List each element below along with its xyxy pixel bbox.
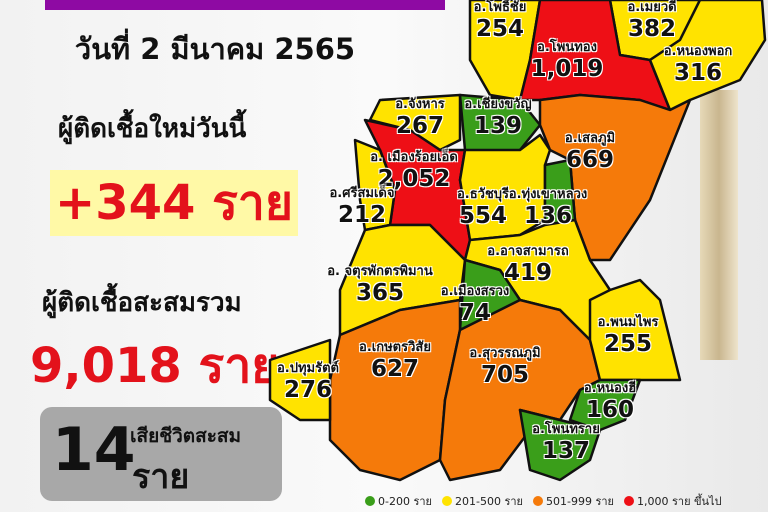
district-region (568, 378, 642, 432)
district-region (588, 278, 682, 382)
district-name: อ.อาจสามารถ (487, 244, 569, 259)
district-label: อ. เมืองร้อยเอ็ด 2,052 (370, 146, 458, 191)
district-name: อ.เสลภูมิ (564, 131, 616, 146)
district-name: อ.ปทุมรัตต์ (276, 361, 340, 376)
district-name: อ.ทุ่งเขาหลวง (508, 187, 588, 202)
district-count: 419 (503, 260, 552, 286)
district-count: 254 (475, 16, 524, 42)
cumulative-value: 9,018 ราย (30, 338, 280, 394)
district-name: อ.เชียงขวัญ (464, 97, 532, 112)
district-label: อ.ปทุมรัตต์ 276 (277, 357, 339, 402)
district-name: อ.หนองพอก (663, 44, 733, 59)
district-name: อ.โพธิ์ชัย (473, 0, 527, 15)
legend: 0-200 ราย 201-500 ราย 501-999 ราย 1,000 … (365, 492, 722, 510)
deaths-unit: ราย (132, 457, 190, 497)
district-name: อ.จังหาร (395, 97, 445, 112)
district-label: อ.สุวรรณภูมิ 705 (469, 342, 540, 387)
district-label: อ.หนองพอก 316 (664, 40, 733, 85)
district-name: อ. จตุรพักตรพิมาน (327, 264, 433, 279)
district-count: 212 (337, 202, 386, 228)
legend-label: 0-200 ราย (378, 495, 432, 508)
district-count: 160 (585, 397, 635, 423)
district-count: 365 (355, 280, 405, 306)
district-label: อ.เชียงขวัญ 139 (464, 93, 531, 138)
district-label: อ.โพนทราย 137 (532, 418, 600, 463)
district-count: 136 (523, 203, 573, 229)
district-name: อ.หนองฮี (583, 381, 637, 396)
deaths-value: 14 (52, 415, 136, 485)
legend-label: 501-999 ราย (546, 495, 614, 508)
district-count: 705 (480, 362, 529, 388)
district-region (268, 338, 332, 422)
new-cases-label: ผู้ติดเชื้อใหม่วันนี้ (58, 114, 247, 144)
district-count: 267 (395, 113, 444, 139)
district-label: อ.เกษตรวิสัย 627 (359, 336, 431, 381)
district-label: อ.โพนทอง 1,019 (531, 36, 604, 81)
district-name: อ.เมืองสรวง (440, 284, 510, 299)
district-count: 382 (627, 16, 676, 42)
district-name: อ.ศรีสมเด็จ (329, 186, 395, 201)
district-name: อ. เมืองร้อยเอ็ด (370, 150, 458, 165)
district-name: อ.เกษตรวิสัย (359, 340, 431, 355)
district-count: 139 (473, 113, 522, 139)
legend-label: 201-500 ราย (455, 495, 523, 508)
legend-item: 0-200 ราย (365, 492, 432, 510)
legend-dot-icon (533, 496, 543, 506)
district-name: อ.เมยวดี (627, 0, 677, 15)
legend-item: 201-500 ราย (442, 492, 523, 510)
district-count: 316 (673, 60, 723, 86)
legend-item: 1,000 ราย ขึ้นไป (624, 492, 722, 510)
title-banner (45, 0, 445, 10)
report-date: วันที่ 2 มีนาคม 2565 (74, 32, 356, 66)
district-count: 554 (458, 203, 508, 229)
district-label: อ.จังหาร 267 (395, 93, 445, 138)
legend-dot-icon (365, 496, 375, 506)
district-count: 627 (370, 356, 419, 382)
district-name: อ.โพนทราย (532, 422, 600, 437)
district-label: อ.โพธิ์ชัย 254 (474, 0, 527, 41)
district-count: 74 (458, 300, 492, 326)
district-label: อ. จตุรพักตรพิมาน 365 (327, 260, 433, 305)
new-cases-box: +344 ราย (50, 170, 298, 236)
deaths-label: เสียชีวิตสะสม (130, 425, 242, 447)
district-label: อ.เมืองสรวง 74 (441, 280, 509, 325)
district-count: 1,019 (530, 56, 604, 82)
district-label: อ.ทุ่งเขาหลวง 136 (509, 183, 587, 228)
district-label: อ.เสลภูมิ 669 (565, 127, 615, 172)
district-region (538, 93, 692, 262)
legend-dot-icon (442, 496, 452, 506)
district-label: อ.ศรีสมเด็จ 212 (330, 182, 395, 227)
district-label: อ.พนมไพร 255 (598, 311, 659, 356)
district-name: อ.ธวัชบุรี (456, 187, 510, 202)
district-count: 137 (541, 438, 590, 464)
district-name: อ.สุวรรณภูมิ (469, 346, 541, 361)
district-name: อ.พนมไพร (597, 315, 659, 330)
background-monument (700, 90, 738, 360)
district-count: 669 (565, 147, 615, 173)
district-label: อ.ธวัชบุรี 554 (457, 183, 509, 228)
new-cases-value: +344 ราย (55, 175, 293, 231)
legend-item: 501-999 ราย (533, 492, 614, 510)
cumulative-label: ผู้ติดเชื้อสะสมรวม (42, 288, 242, 318)
district-count: 276 (283, 377, 333, 403)
district-count: 2,052 (377, 166, 451, 192)
legend-dot-icon (624, 496, 634, 506)
district-count: 255 (603, 331, 652, 357)
deaths-box: 14 เสียชีวิตสะสม ราย (40, 407, 282, 501)
district-label: อ.หนองฮี 160 (584, 377, 636, 422)
district-label: อ.เมยวดี 382 (627, 0, 676, 41)
district-region (518, 408, 602, 482)
district-name: อ.โพนทอง (537, 40, 597, 55)
district-label: อ.อาจสามารถ 419 (487, 240, 568, 285)
legend-label: 1,000 ราย ขึ้นไป (637, 495, 722, 508)
